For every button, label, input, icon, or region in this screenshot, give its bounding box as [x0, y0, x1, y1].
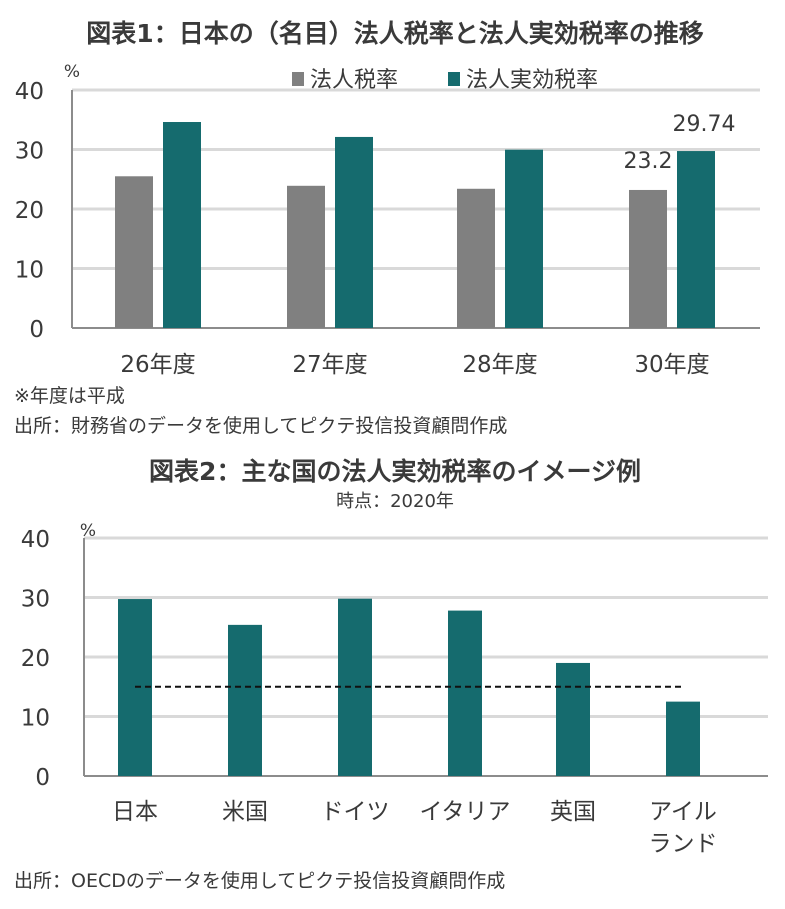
bar-effective [163, 122, 201, 328]
bar-nominal [629, 189, 667, 328]
y-tick-label: 40 [21, 527, 50, 553]
data-label: 23.2 [624, 149, 673, 174]
x-tick-label: 26年度 [120, 352, 195, 378]
legend-label-nominal: 法人税率 [310, 68, 398, 93]
chart-title: 図表1：日本の（名目）法人税率と法人実効税率の推移 [86, 19, 703, 48]
source-note: 出所：OECDのデータを使用してピクテ投信投資顧問作成 [14, 870, 505, 892]
x-tick-label: ランド [649, 831, 718, 857]
bar [448, 610, 482, 776]
bar-effective [505, 149, 543, 328]
x-tick-label: 27年度 [292, 352, 367, 378]
bar-nominal [115, 176, 153, 328]
chart-title: 図表2：主な国の法人実効税率のイメージ例 [149, 457, 641, 486]
x-tick-label: 日本 [112, 799, 158, 825]
y-tick-label: 40 [15, 79, 44, 105]
y-tick-label: 0 [35, 765, 50, 791]
y-tick-label: 0 [29, 317, 44, 343]
bar-effective [677, 151, 715, 328]
x-tick-label: 米国 [222, 799, 268, 825]
y-unit-label: % [64, 62, 80, 82]
data-label: 29.74 [673, 112, 736, 137]
chart-subtitle: 時点：2020年 [336, 491, 454, 512]
y-tick-label: 30 [15, 139, 44, 165]
y-tick-label: 20 [21, 646, 50, 672]
bar [666, 701, 700, 776]
source-note: 出所：財務省のデータを使用してピクテ投信投資顧問作成 [14, 415, 507, 437]
legend-swatch-effective [448, 72, 460, 86]
x-tick-label: イタリア [419, 799, 510, 825]
legend-label-effective: 法人実効税率 [466, 68, 598, 93]
bar-nominal [457, 188, 495, 328]
x-tick-label: 英国 [550, 799, 596, 825]
legend-swatch-nominal [292, 72, 304, 86]
x-tick-label: アイル [649, 799, 717, 825]
x-tick-label: 30年度 [634, 352, 709, 378]
era-note: ※年度は平成 [14, 385, 125, 407]
bar [556, 662, 590, 776]
bar [228, 624, 262, 776]
y-tick-label: 10 [21, 706, 50, 732]
y-tick-label: 30 [21, 587, 50, 613]
y-tick-label: 20 [15, 198, 44, 224]
y-unit-label: % [80, 521, 96, 541]
x-tick-label: 28年度 [462, 352, 537, 378]
bar-effective [335, 136, 373, 328]
bar-nominal [287, 185, 325, 328]
y-tick-label: 10 [15, 258, 44, 284]
x-tick-label: ドイツ [321, 799, 390, 825]
